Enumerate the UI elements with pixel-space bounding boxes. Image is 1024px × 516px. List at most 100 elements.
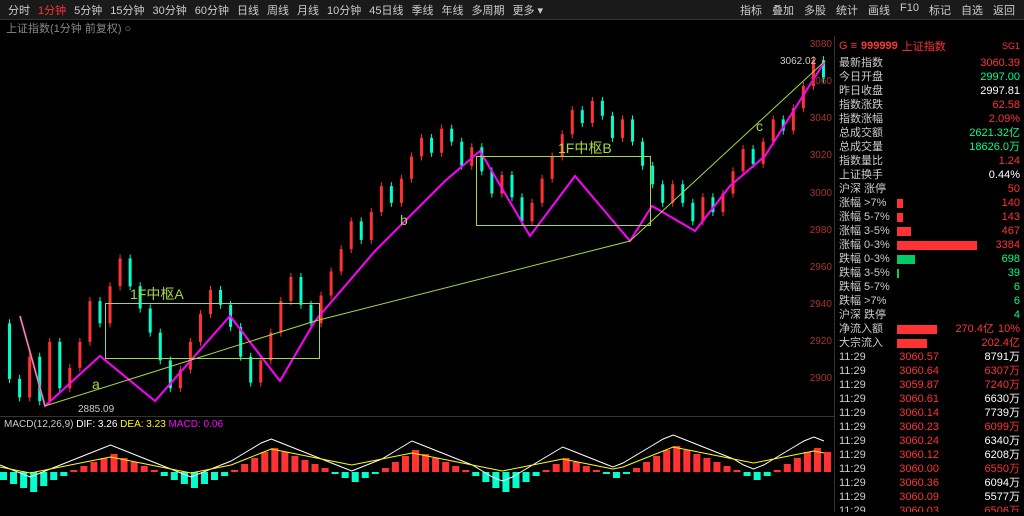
box-b-label: 1F中枢B [558, 138, 612, 158]
tick-row: 11:293060.147739万 [835, 406, 1024, 420]
tick-row: 11:293060.578791万 [835, 350, 1024, 364]
toolbar-button[interactable]: 指标 [735, 2, 767, 18]
stat-row: 跌幅 3-5%39 [835, 266, 1024, 280]
chart-area: 1F中枢A 1F中枢B 3062.02 2885.09 3080 3060 3040… [0, 36, 835, 512]
macd-value: MACD: 0.06 [169, 419, 223, 430]
flow-row: 净流入额270.4亿10% [835, 322, 1024, 336]
breadth-stats: 沪深 涨停50涨幅 >7%140涨幅 5-7%143涨幅 3-5%467涨幅 0… [835, 182, 1024, 322]
macd-canvas [0, 417, 834, 513]
timeframe-tab[interactable]: 更多 ▾ [509, 5, 548, 17]
tick-row: 11:293059.877240万 [835, 378, 1024, 392]
y-tick: 2960 [810, 262, 832, 273]
quote-row: 今日开盘2997.00 [835, 70, 1024, 84]
low-price-label: 2885.09 [78, 404, 114, 415]
timeframe-tab[interactable]: 季线 [408, 5, 438, 17]
side-panel: G ≡ 999999 上证指数 SG1 最新指数3060.39今日开盘2997.… [835, 36, 1024, 512]
toolbar-right: 指标叠加多股统计画线F10标记自选返回 [735, 2, 1020, 18]
toolbar-button[interactable]: F10 [895, 2, 924, 18]
timeframe-tabs: 分时1分钟5分钟15分钟30分钟60分钟日线周线月线10分钟45日线季线年线多周… [4, 2, 547, 18]
toolbar-button[interactable]: 多股 [799, 2, 831, 18]
tick-row: 11:293060.366094万 [835, 476, 1024, 490]
quote-row: 总成交额2621.32亿 [835, 126, 1024, 140]
y-tick: 2900 [810, 373, 832, 384]
quote-row: 最新指数3060.39 [835, 56, 1024, 70]
tick-row: 11:293060.036506万 [835, 504, 1024, 512]
macd-name: MACD(12,26,9) [4, 419, 73, 430]
quote-row: 昨日收盘2997.81 [835, 84, 1024, 98]
side-header: G ≡ 999999 上证指数 SG1 [835, 36, 1024, 56]
toolbar-button[interactable]: 返回 [988, 2, 1020, 18]
box-a [105, 303, 320, 359]
timeframe-tab[interactable]: 10分钟 [323, 5, 365, 17]
quote-kv-list: 最新指数3060.39今日开盘2997.00昨日收盘2997.81指数涨跌62.… [835, 56, 1024, 182]
timeframe-tab[interactable]: 分时 [4, 5, 34, 17]
sg-tag: SG1 [1002, 41, 1020, 51]
quote-row: 指数涨幅2.09% [835, 112, 1024, 126]
timeframe-tab[interactable]: 年线 [438, 5, 468, 17]
quote-row: 指数量比1.24 [835, 154, 1024, 168]
stat-row: 沪深 跌停4 [835, 308, 1024, 322]
stat-row: 跌幅 0-3%698 [835, 252, 1024, 266]
toolbar-button[interactable]: 统计 [831, 2, 863, 18]
tick-row: 11:293060.646307万 [835, 364, 1024, 378]
stat-row: 跌幅 5-7%6 [835, 280, 1024, 294]
tick-row: 11:293060.246340万 [835, 434, 1024, 448]
y-tick: 3000 [810, 188, 832, 199]
stat-row: 涨幅 5-7%143 [835, 210, 1024, 224]
timeframe-tab[interactable]: 15分钟 [106, 5, 148, 17]
wave-label: b [400, 212, 408, 228]
macd-title: MACD(12,26,9) DIF: 3.26 DEA: 3.23 MACD: … [4, 419, 223, 430]
timeframe-tab[interactable]: 1分钟 [34, 5, 70, 17]
high-price-label: 3062.02 [780, 56, 816, 67]
wave-label: c [756, 118, 763, 134]
timeframe-tab[interactable]: 45日线 [365, 5, 407, 17]
y-tick: 3040 [810, 113, 832, 124]
tick-row: 11:293060.126208万 [835, 448, 1024, 462]
box-b [476, 156, 651, 226]
money-flow: 净流入额270.4亿10%大宗流入202.4亿 [835, 322, 1024, 350]
toolbar-button[interactable]: 自选 [956, 2, 988, 18]
macd-dea: DEA: 3.23 [120, 419, 166, 430]
timeframe-tab[interactable]: 月线 [293, 5, 323, 17]
tick-row: 11:293060.616630万 [835, 392, 1024, 406]
tick-row: 11:293060.095577万 [835, 490, 1024, 504]
toolbar-button[interactable]: 标记 [924, 2, 956, 18]
tick-row: 11:293060.236099万 [835, 420, 1024, 434]
y-tick: 3020 [810, 150, 832, 161]
tick-list: 2906.8 11:293060.578791万11:293060.646307… [835, 350, 1024, 512]
timeframe-tab[interactable]: 5分钟 [70, 5, 106, 17]
symbol-title: 上证指数(1分钟 前复权) ○ [6, 20, 131, 36]
y-tick: 2920 [810, 336, 832, 347]
chart-canvas [0, 36, 834, 416]
macd-dif: DIF: 3.26 [76, 419, 117, 430]
timeframe-tab[interactable]: 60分钟 [191, 5, 233, 17]
stat-row: 跌幅 >7%6 [835, 294, 1024, 308]
toolbar-button[interactable]: 画线 [863, 2, 895, 18]
quote-row: 总成交量18626.0万 [835, 140, 1024, 154]
y-tick: 2940 [810, 299, 832, 310]
toolbar-button[interactable]: 叠加 [767, 2, 799, 18]
stat-row: 沪深 涨停50 [835, 182, 1024, 196]
y-tick: 3060 [810, 76, 832, 87]
box-a-label: 1F中枢A [130, 284, 184, 304]
price-chart[interactable]: 1F中枢A 1F中枢B 3062.02 2885.09 3080 3060 3040… [0, 36, 834, 416]
timeframe-tab[interactable]: 30分钟 [149, 5, 191, 17]
toolbar: 分时1分钟5分钟15分钟30分钟60分钟日线周线月线10分钟45日线季线年线多周… [0, 0, 1024, 20]
y-tick: 2980 [810, 225, 832, 236]
quote-row: 上证换手0.44% [835, 168, 1024, 182]
stat-row: 涨幅 3-5%467 [835, 224, 1024, 238]
timeframe-tab[interactable]: 多周期 [468, 5, 509, 17]
macd-panel[interactable]: MACD(12,26,9) DIF: 3.26 DEA: 3.23 MACD: … [0, 416, 834, 512]
symbol-code: 999999 [861, 40, 898, 52]
stat-row: 涨幅 0-3%3384 [835, 238, 1024, 252]
timeframe-tab[interactable]: 周线 [263, 5, 293, 17]
symbol-name: 上证指数 [902, 38, 946, 54]
code-prefix: G ≡ [839, 40, 857, 52]
y-tick: 3080 [810, 39, 832, 50]
quote-row: 指数涨跌62.58 [835, 98, 1024, 112]
tick-row: 11:293060.006550万 [835, 462, 1024, 476]
flow-row: 大宗流入202.4亿 [835, 336, 1024, 350]
stat-row: 涨幅 >7%140 [835, 196, 1024, 210]
wave-label: a [92, 376, 100, 392]
timeframe-tab[interactable]: 日线 [233, 5, 263, 17]
